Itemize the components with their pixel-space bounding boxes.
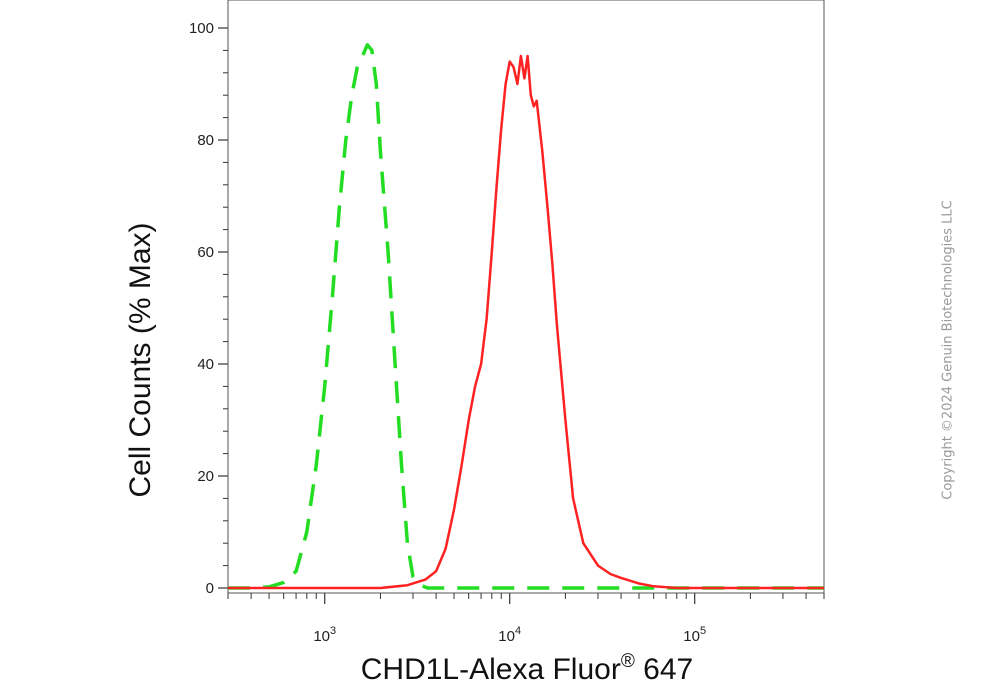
y-tick-label: 80 xyxy=(197,132,214,149)
plot-frame xyxy=(227,0,825,594)
series-layer xyxy=(228,43,824,590)
control-histogram-line xyxy=(228,43,824,590)
y-tick-label: 40 xyxy=(197,356,214,373)
x-tick-label: 103 xyxy=(313,625,336,645)
x-axis-title-suffix: 647 xyxy=(635,653,693,686)
x-axis-title: CHD1L-Alexa Fluor® 647 xyxy=(361,651,693,686)
y-tick-label: 60 xyxy=(197,244,214,261)
x-axis: 103 104 105 xyxy=(227,593,825,645)
y-tick-label: 0 xyxy=(206,580,214,597)
registered-mark: ® xyxy=(621,651,635,672)
x-tick-label: 104 xyxy=(498,625,521,645)
x-axis-title-main: CHD1L-Alexa Fluor xyxy=(361,653,621,686)
y-tick-label: 100 xyxy=(189,20,214,37)
copyright-watermark: Copyright ©2024 Genuin Biotechnologies L… xyxy=(940,200,956,500)
sample-histogram-line xyxy=(228,54,824,590)
y-axis: 0 20 40 60 80 100 xyxy=(189,20,228,597)
y-axis-title: Cell Counts (% Max) xyxy=(124,222,157,497)
x-tick-label: 105 xyxy=(683,625,706,645)
y-tick-label: 20 xyxy=(197,468,214,485)
